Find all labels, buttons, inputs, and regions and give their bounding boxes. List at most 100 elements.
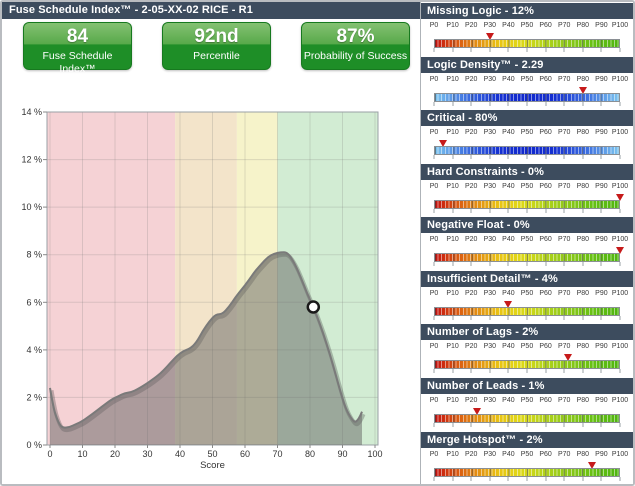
metric-title: Critical - 80% (421, 110, 633, 127)
y-axis-label: 6 % (26, 297, 42, 307)
gauge-tick-label: P100 (611, 75, 629, 83)
gauge-tick-label: P70 (557, 396, 571, 404)
gauge-tick-label: P80 (576, 450, 590, 458)
gauge-marker-icon (563, 354, 572, 362)
gauge-tick-label: P0 (429, 450, 439, 458)
y-axis-label: 14 % (21, 107, 42, 117)
gauge-tick-label: P80 (576, 182, 590, 190)
gauge-tick-label: P0 (429, 75, 439, 83)
gauge-tick-label: P90 (595, 343, 608, 351)
metric-block: Logic Density™ - 2.29 P0 P10 P20 P30 P40 P50 P6… (421, 55, 633, 110)
percentile-gauge: P0 P10 P20 P30 P40 P50 P60 P70 P80 P90 P100 (421, 180, 633, 213)
gauge-tick-label: P60 (539, 396, 552, 404)
gauge-track (434, 146, 620, 156)
gauge-tick-label: P40 (502, 129, 515, 137)
gauge-tick-label: P50 (520, 182, 534, 190)
gauge-tick-label: P10 (446, 182, 459, 190)
gauge-track (434, 39, 620, 48)
gauge-track (434, 253, 620, 263)
gauge-tick-label: P80 (576, 236, 590, 244)
x-axis-title: Score (200, 460, 225, 471)
x-axis-label: 100 (367, 449, 382, 459)
gauge-tick-label: P20 (464, 129, 478, 137)
gauge-track (434, 92, 620, 102)
metric-block: Number of Leads - 1% P0 P10 P20 P30 P40 P50 P60… (421, 376, 633, 431)
gauge-tick-label: P100 (611, 343, 629, 351)
metric-title: Hard Constraints - 0% (421, 163, 633, 180)
gauge-tick-label: P10 (446, 129, 459, 137)
gauge-tick-label: P40 (502, 289, 515, 297)
gauge-tick-label: P20 (464, 450, 478, 458)
gauge-tick-label: P60 (539, 129, 552, 137)
gauge-tick-label: P30 (483, 289, 497, 297)
gauge-tick-label: P50 (520, 289, 534, 297)
gauge-tick-label: P70 (557, 236, 571, 244)
gauge-tick-label: P100 (611, 182, 629, 190)
card-value: 92nd (194, 26, 239, 47)
gauge-tick-label: P90 (595, 22, 608, 29)
percentile-gauge: P0 P10 P20 P30 P40 P50 P60 P70 P80 P90 P100 (421, 73, 633, 106)
gauge-track (434, 306, 620, 316)
gauge-tick-label: P10 (446, 75, 459, 83)
percentile-gauge: P0 P10 P20 P30 P40 P50 P60 P70 P80 P90 P100 (421, 233, 633, 267)
gauge-tick-label: P100 (611, 289, 629, 297)
gauge-tick-label: P10 (446, 396, 459, 404)
gauge-tick-label: P50 (520, 75, 534, 83)
metric-block: Insufficient Detail™ - 4% P0 P10 P20 P30 P40 P… (421, 269, 633, 324)
percentile-gauge: P0 P10 P20 P30 P40 P50 P60 P70 P80 P90 P100 (421, 448, 633, 481)
x-axis-label: 80 (305, 449, 315, 459)
percentile-gauge: P0 P10 P20 P30 P40 P50 P60 P70 P80 P90 P100 (421, 394, 633, 427)
gauge-tick-label: P40 (502, 343, 515, 351)
gauge-tick-label: P40 (502, 182, 515, 190)
card-value: 84 (66, 26, 89, 47)
gauge-marker-icon (504, 300, 513, 308)
gauge-tick-label: P20 (464, 289, 478, 297)
percentile-gauge: P0 P10 P20 P30 P40 P50 P60 P70 P80 P90 P100 (421, 19, 633, 52)
x-axis-label: 30 (142, 449, 152, 459)
gauge-tick-label: P40 (502, 75, 515, 83)
gauge-tick-label: P80 (576, 289, 590, 297)
gauge-tick-label: P0 (429, 129, 439, 137)
gauge-tick-label: P20 (464, 343, 478, 351)
y-axis-label: 10 % (21, 202, 42, 212)
chart-section: Fuse Schedule Index™ - 2-05-XX-02 RICE -… (2, 2, 420, 484)
gauge-tick-label: P20 (464, 75, 478, 83)
highlight-point (306, 300, 321, 314)
gauge-tick-label: P10 (446, 289, 459, 297)
gauge-tick-label: P0 (429, 22, 439, 29)
gauge-tick-label: P40 (502, 396, 515, 404)
metrics-panel: Missing Logic - 12% P0 P10 P20 P30 P40 P50 P60 P… (420, 2, 633, 485)
gauge-tick-label: P90 (595, 182, 608, 190)
gauge-tick-label: P10 (446, 22, 459, 29)
gauge-tick-label: P70 (557, 182, 571, 190)
metric-block: Missing Logic - 12% P0 P10 P20 P30 P40 P50 P60 P… (421, 2, 633, 56)
metric-block: Critical - 80% P0 P10 P20 P30 P40 P50 P60 P70 P80… (421, 109, 633, 163)
gauge-tick-label: P60 (539, 343, 552, 351)
gauge-tick-label: P30 (483, 450, 497, 458)
gauge-tick-label: P70 (557, 289, 571, 297)
metric-title: Logic Density™ - 2.29 (421, 56, 633, 73)
metric-title: Negative Float - 0% (421, 217, 633, 234)
percentile-gauge: P0 P10 P20 P30 P40 P50 P60 P70 P80 P90 P100 (421, 126, 633, 160)
gauge-tick-label: P60 (539, 22, 552, 29)
gauge-tick-label: P10 (446, 236, 459, 244)
gauge-tick-label: P100 (611, 396, 629, 404)
card-fuse-schedule-index: 84 Fuse Schedule Index™ (23, 22, 132, 75)
x-axis-label: 20 (110, 449, 120, 459)
gauge-tick-label: P20 (464, 396, 478, 404)
gauge-tick-label: P50 (520, 343, 534, 351)
y-axis-label: 4 % (26, 345, 42, 355)
gauge-tick-label: P40 (502, 22, 515, 29)
gauge-tick-label: P50 (520, 22, 534, 29)
gauge-tick-label: P0 (429, 343, 439, 351)
gauge-tick-label: P40 (502, 236, 515, 244)
gauge-tick-label: P50 (520, 129, 534, 137)
y-axis-label: 8 % (26, 250, 42, 260)
gauge-tick-label: P50 (520, 236, 534, 244)
metric-title: Missing Logic - 12% (421, 3, 633, 19)
gauge-tick-label: P100 (611, 450, 629, 458)
card-percentile: 92nd Percentile (162, 22, 271, 70)
gauge-tick-label: P0 (429, 289, 439, 297)
y-axis-label: 0 % (26, 440, 42, 450)
gauge-tick-label: P90 (595, 75, 608, 83)
